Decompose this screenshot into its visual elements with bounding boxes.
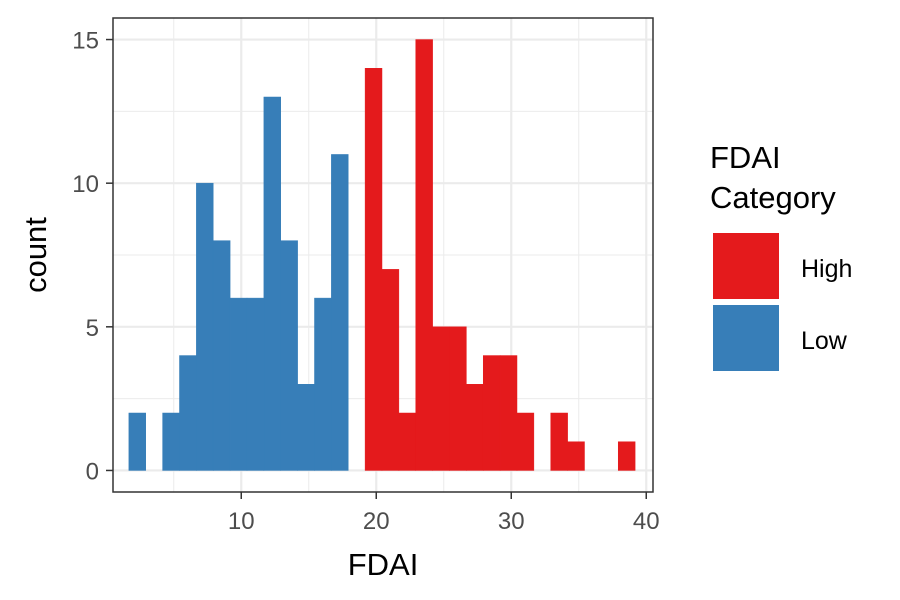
y-tick-label-0: 0 — [86, 458, 99, 485]
legend-key-low — [713, 305, 779, 371]
bar-high-21.05 — [381, 269, 400, 471]
bar-low-14.8 — [297, 384, 315, 471]
bar-low-16.05 — [314, 297, 332, 471]
legend-label-low: Low — [801, 327, 848, 355]
y-tick-label-5: 5 — [86, 315, 99, 342]
x-tick-label-30: 30 — [498, 508, 525, 535]
bar-high-27.3 — [466, 384, 484, 471]
x-axis-title: FDAI — [348, 547, 419, 582]
bar-low-9.8 — [229, 297, 248, 471]
bar-high-29.8 — [499, 355, 518, 471]
legend: FDAI Category High Low — [710, 140, 852, 371]
bar-high-19.8 — [364, 68, 383, 471]
bar-high-34.8 — [567, 441, 585, 471]
x-tick-label-20: 20 — [363, 508, 390, 535]
bar-high-31.05 — [516, 412, 535, 471]
plot-panel-border — [112, 17, 654, 493]
bar-low-4.8 — [162, 412, 180, 471]
y-tick-label-10: 10 — [72, 171, 99, 198]
bar-low-12.3 — [263, 96, 281, 471]
bar-high-28.55 — [482, 355, 501, 471]
bar-high-22.3 — [398, 412, 416, 471]
x-tick-label-10: 10 — [228, 508, 255, 535]
legend-label-high: High — [801, 255, 852, 283]
bar-high-24.8 — [432, 326, 450, 471]
bar-high-23.55 — [415, 39, 433, 471]
legend-title-line-1: FDAI — [710, 140, 781, 175]
bar-low-2.3 — [128, 412, 146, 471]
minor-gridlines — [113, 18, 653, 492]
legend-key-high — [713, 233, 779, 299]
legend-title-line-2: Category — [710, 180, 836, 215]
x-tick-label-40: 40 — [633, 508, 660, 535]
tick-labels: 10 20 30 40 0 5 10 15 — [72, 28, 659, 535]
bar-low-7.3 — [196, 182, 214, 471]
bar-low-11.05 — [246, 297, 265, 471]
bar-low-8.55 — [212, 240, 231, 471]
bar-high-26.05 — [449, 326, 467, 471]
histogram-bars — [128, 39, 636, 471]
bar-low-17.3 — [331, 154, 349, 471]
bar-high-33.55 — [550, 412, 568, 471]
bar-low-6.05 — [179, 355, 197, 471]
axis-ticks — [106, 38, 647, 499]
bar-high-38.55 — [617, 441, 636, 471]
bar-low-13.55 — [280, 240, 298, 471]
y-axis-title: count — [18, 217, 53, 293]
y-tick-label-15: 15 — [72, 28, 99, 55]
